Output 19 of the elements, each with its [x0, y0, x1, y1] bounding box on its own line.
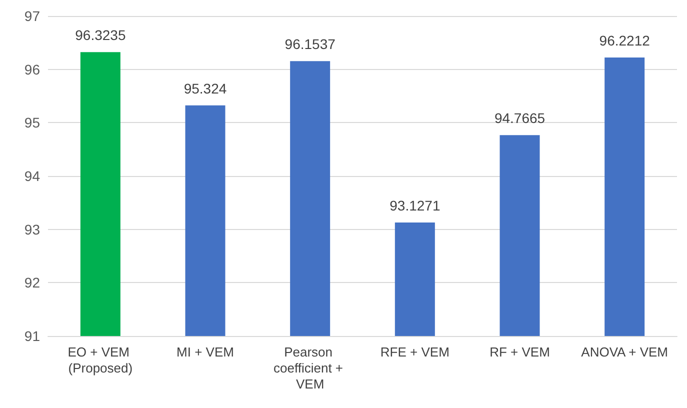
data-label: 94.7665	[494, 110, 546, 126]
y-tick-label: 97	[24, 8, 40, 24]
x-tick-label: MI + VEM	[176, 344, 234, 360]
y-tick-label: 92	[24, 274, 40, 291]
x-tick-label: RF + VEM	[490, 344, 550, 360]
x-tick-label: EO + VEM (Proposed)	[68, 344, 134, 376]
data-label: 95.324	[184, 80, 227, 96]
y-tick-label: 95	[24, 114, 40, 131]
x-tick-label: Pearson coefficient + VEM	[274, 344, 347, 392]
y-tick-label: 93	[24, 221, 40, 238]
data-label: 96.2212	[599, 32, 650, 49]
y-tick-label: 91	[24, 328, 40, 344]
y-tick-label: 96	[24, 61, 40, 78]
y-tick-label: 94	[24, 168, 40, 184]
x-tick-label: RFE + VEM	[380, 344, 450, 360]
data-label: 93.1271	[390, 198, 440, 214]
x-tick-label: ANOVA + VEM	[581, 344, 668, 360]
data-label: 96.1537	[284, 36, 336, 52]
data-label: 96.3235	[75, 27, 126, 44]
